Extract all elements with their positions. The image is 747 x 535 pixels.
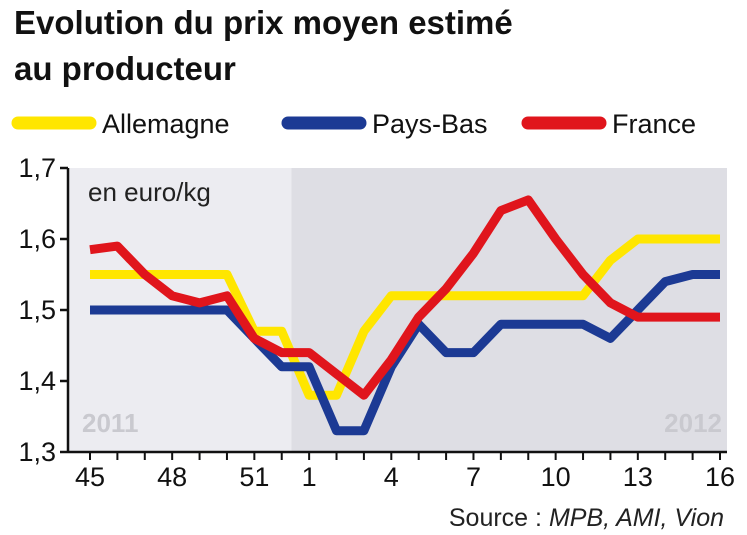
x-tick-label: 45 [75, 462, 105, 492]
series-layer [89, 195, 720, 436]
x-tick-label: 51 [239, 462, 269, 492]
y-tick-label: 1,7 [18, 153, 56, 183]
x-tick-label: 10 [541, 462, 571, 492]
x-tick-label: 7 [466, 462, 481, 492]
series-line-allemagne [90, 234, 720, 400]
y-tick-label: 1,6 [18, 224, 56, 254]
unit-label: en euro/kg [88, 177, 211, 207]
chart-title-line-1: Evolution du prix moyen estimé [14, 4, 513, 41]
y-tick-label: 1,4 [18, 366, 56, 396]
axes: 1,7 1,6 1,5 1,4 1,3 45 48 51 1 4 7 10 13 16 [18, 153, 735, 492]
chart-title-line-2: au producteur [14, 50, 236, 87]
plot-area-2012 [291, 168, 727, 452]
x-tick-label: 4 [384, 462, 399, 492]
legend-label-allemagne: Allemagne [102, 109, 230, 139]
y-tick-label: 1,3 [18, 437, 56, 467]
legend: Allemagne Pays-Bas France [11, 109, 696, 139]
source-prefix: Source : [449, 504, 549, 532]
legend-label-france: France [612, 109, 696, 139]
x-tick-label: 16 [705, 462, 735, 492]
legend-label-pays-bas: Pays-Bas [372, 109, 488, 139]
source-note: Source : MPB, AMI, Vion [449, 504, 724, 532]
x-tick-label: 13 [623, 462, 653, 492]
x-tick-label: 48 [157, 462, 187, 492]
series-line-france [89, 195, 720, 400]
y-tick-label: 1,5 [18, 295, 56, 325]
x-tick-label: 1 [302, 462, 317, 492]
year-label-2012: 2012 [664, 408, 722, 438]
year-label-2011: 2011 [82, 408, 138, 438]
source-names: MPB, AMI, Vion [549, 504, 724, 532]
